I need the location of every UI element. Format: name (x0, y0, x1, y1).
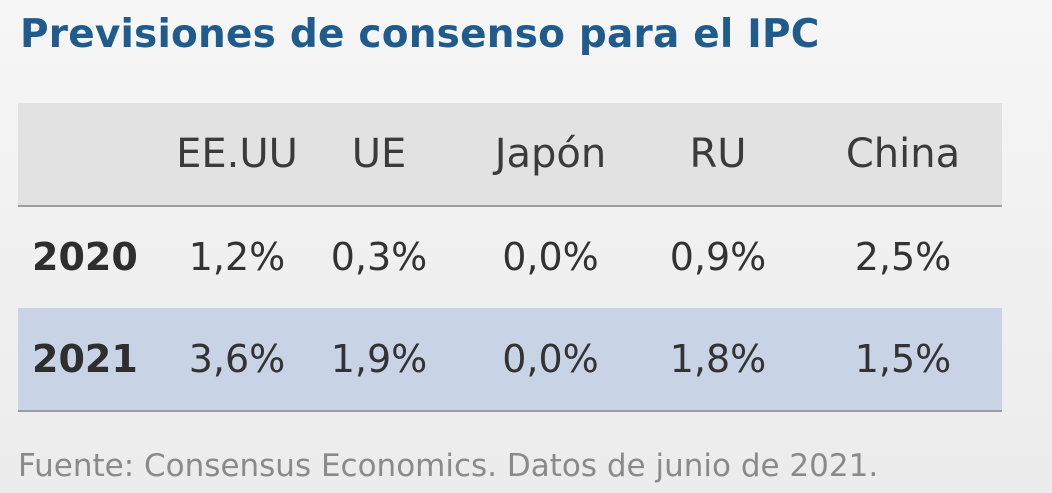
table-cell: 1,9% (330, 337, 428, 381)
column-header-eu: UE (351, 131, 407, 177)
table-cell: 1,2% (188, 234, 286, 279)
table-cell: 1,5% (854, 337, 952, 381)
table-cell: 0,0% (502, 337, 599, 381)
table-row: 2020 1,2% 0,3% 0,0% 0,9% 2,5% (18, 205, 1002, 308)
table-cell: 0,3% (330, 234, 428, 279)
table-divider (18, 410, 1002, 412)
table-cell: 1,8% (669, 337, 767, 381)
column-header-china: China (845, 131, 961, 177)
table-cell: 0,0% (502, 234, 599, 279)
row-year-label: 2021 (32, 337, 138, 381)
table-cell: 3,6% (188, 337, 286, 381)
column-header-us: EE.UU (176, 131, 298, 177)
table-cell: 0,9% (669, 234, 767, 279)
cpi-forecast-table: EE.UU UE Japón RU China 2020 1,2% 0,3% 0… (18, 103, 1002, 412)
column-header-uk: RU (689, 131, 747, 177)
table-divider (18, 205, 1002, 207)
source-note: Fuente: Consensus Economics. Datos de ju… (18, 448, 879, 484)
row-year-label: 2020 (32, 234, 138, 279)
table-row-highlighted: 2021 3,6% 1,9% 0,0% 1,8% 1,5% (18, 308, 1002, 410)
page-title: Previsiones de consenso para el IPC (20, 12, 820, 57)
table-header-row: EE.UU UE Japón RU China (18, 103, 1002, 205)
column-header-japan: Japón (494, 131, 607, 177)
table-cell: 2,5% (854, 234, 952, 279)
